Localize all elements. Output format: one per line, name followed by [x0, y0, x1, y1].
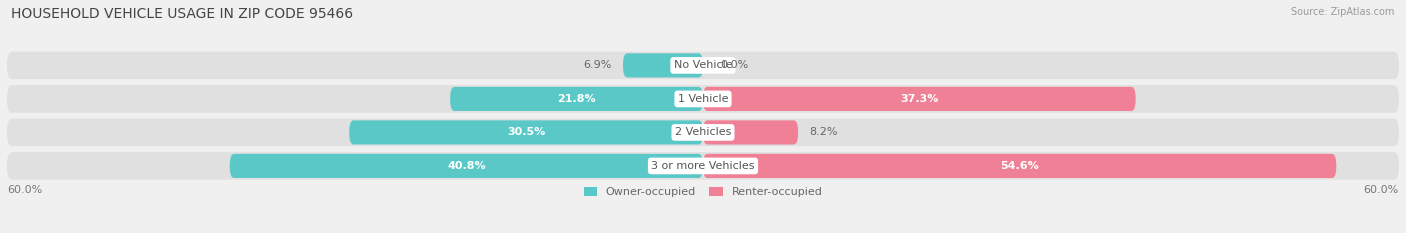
FancyBboxPatch shape [7, 85, 1399, 113]
Legend: Owner-occupied, Renter-occupied: Owner-occupied, Renter-occupied [583, 187, 823, 197]
FancyBboxPatch shape [7, 119, 1399, 146]
Text: 37.3%: 37.3% [900, 94, 939, 104]
Text: 54.6%: 54.6% [1000, 161, 1039, 171]
FancyBboxPatch shape [623, 53, 703, 77]
Text: 40.8%: 40.8% [447, 161, 485, 171]
FancyBboxPatch shape [703, 154, 1336, 178]
FancyBboxPatch shape [7, 52, 1399, 79]
Text: 30.5%: 30.5% [508, 127, 546, 137]
FancyBboxPatch shape [450, 87, 703, 111]
Text: 6.9%: 6.9% [583, 60, 612, 70]
Text: Source: ZipAtlas.com: Source: ZipAtlas.com [1291, 7, 1395, 17]
Text: 0.0%: 0.0% [720, 60, 748, 70]
Text: 21.8%: 21.8% [557, 94, 596, 104]
FancyBboxPatch shape [703, 120, 799, 144]
FancyBboxPatch shape [229, 154, 703, 178]
Text: 60.0%: 60.0% [7, 185, 42, 195]
FancyBboxPatch shape [349, 120, 703, 144]
FancyBboxPatch shape [7, 152, 1399, 180]
Text: No Vehicle: No Vehicle [673, 60, 733, 70]
Text: HOUSEHOLD VEHICLE USAGE IN ZIP CODE 95466: HOUSEHOLD VEHICLE USAGE IN ZIP CODE 9546… [11, 7, 353, 21]
Text: 1 Vehicle: 1 Vehicle [678, 94, 728, 104]
Text: 8.2%: 8.2% [810, 127, 838, 137]
Text: 2 Vehicles: 2 Vehicles [675, 127, 731, 137]
Text: 3 or more Vehicles: 3 or more Vehicles [651, 161, 755, 171]
FancyBboxPatch shape [703, 87, 1136, 111]
Text: 60.0%: 60.0% [1364, 185, 1399, 195]
